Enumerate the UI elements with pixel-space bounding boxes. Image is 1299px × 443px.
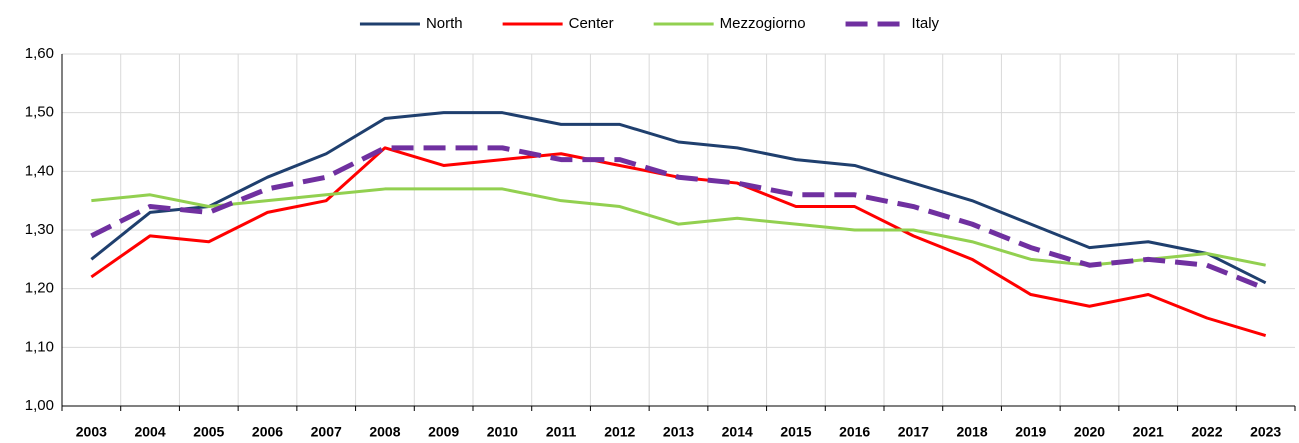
- y-tick-label: 1,20: [25, 280, 54, 297]
- x-tick-label: 2013: [663, 424, 694, 440]
- x-tick-label: 2020: [1074, 424, 1105, 440]
- line-series: [90, 111, 1267, 285]
- x-tick-label: 2008: [369, 424, 400, 440]
- y-tick-label: 1,10: [25, 338, 54, 355]
- y-tick-label: 1,40: [25, 162, 54, 179]
- x-tick-label: 2004: [134, 424, 165, 440]
- x-tick-label: 2015: [780, 424, 811, 440]
- line-series: [91, 187, 1266, 267]
- y-tick-label: 1,00: [25, 397, 54, 414]
- legend-label: Mezzogiorno: [720, 15, 806, 32]
- x-tick-label: 2023: [1250, 424, 1281, 440]
- x-tick-label: 2005: [193, 424, 224, 440]
- legend-label: Center: [569, 15, 614, 32]
- x-tick-label: 2006: [252, 424, 283, 440]
- x-tick-label: 2007: [311, 424, 342, 440]
- x-tick-label: 2014: [722, 424, 753, 440]
- x-tick-label: 2017: [898, 424, 929, 440]
- x-tick-label: 2011: [546, 424, 577, 440]
- y-tick-label: 1,60: [25, 45, 54, 62]
- x-tick-label: 2009: [428, 424, 459, 440]
- x-tick-label: 2019: [1015, 424, 1046, 440]
- x-tick-label: 2010: [487, 424, 518, 440]
- x-tick-label: 2021: [1133, 424, 1164, 440]
- legend-label: North: [426, 15, 463, 32]
- legend-label: Italy: [912, 15, 940, 32]
- line-series: [90, 145, 1267, 291]
- x-tick-label: 2012: [604, 424, 635, 440]
- x-tick-label: 2018: [956, 424, 987, 440]
- y-tick-label: 1,30: [25, 221, 54, 238]
- x-tick-label: 2016: [839, 424, 870, 440]
- y-tick-label: 1,50: [25, 104, 54, 121]
- x-tick-label: 2003: [76, 424, 107, 440]
- x-tick-label: 2022: [1191, 424, 1222, 440]
